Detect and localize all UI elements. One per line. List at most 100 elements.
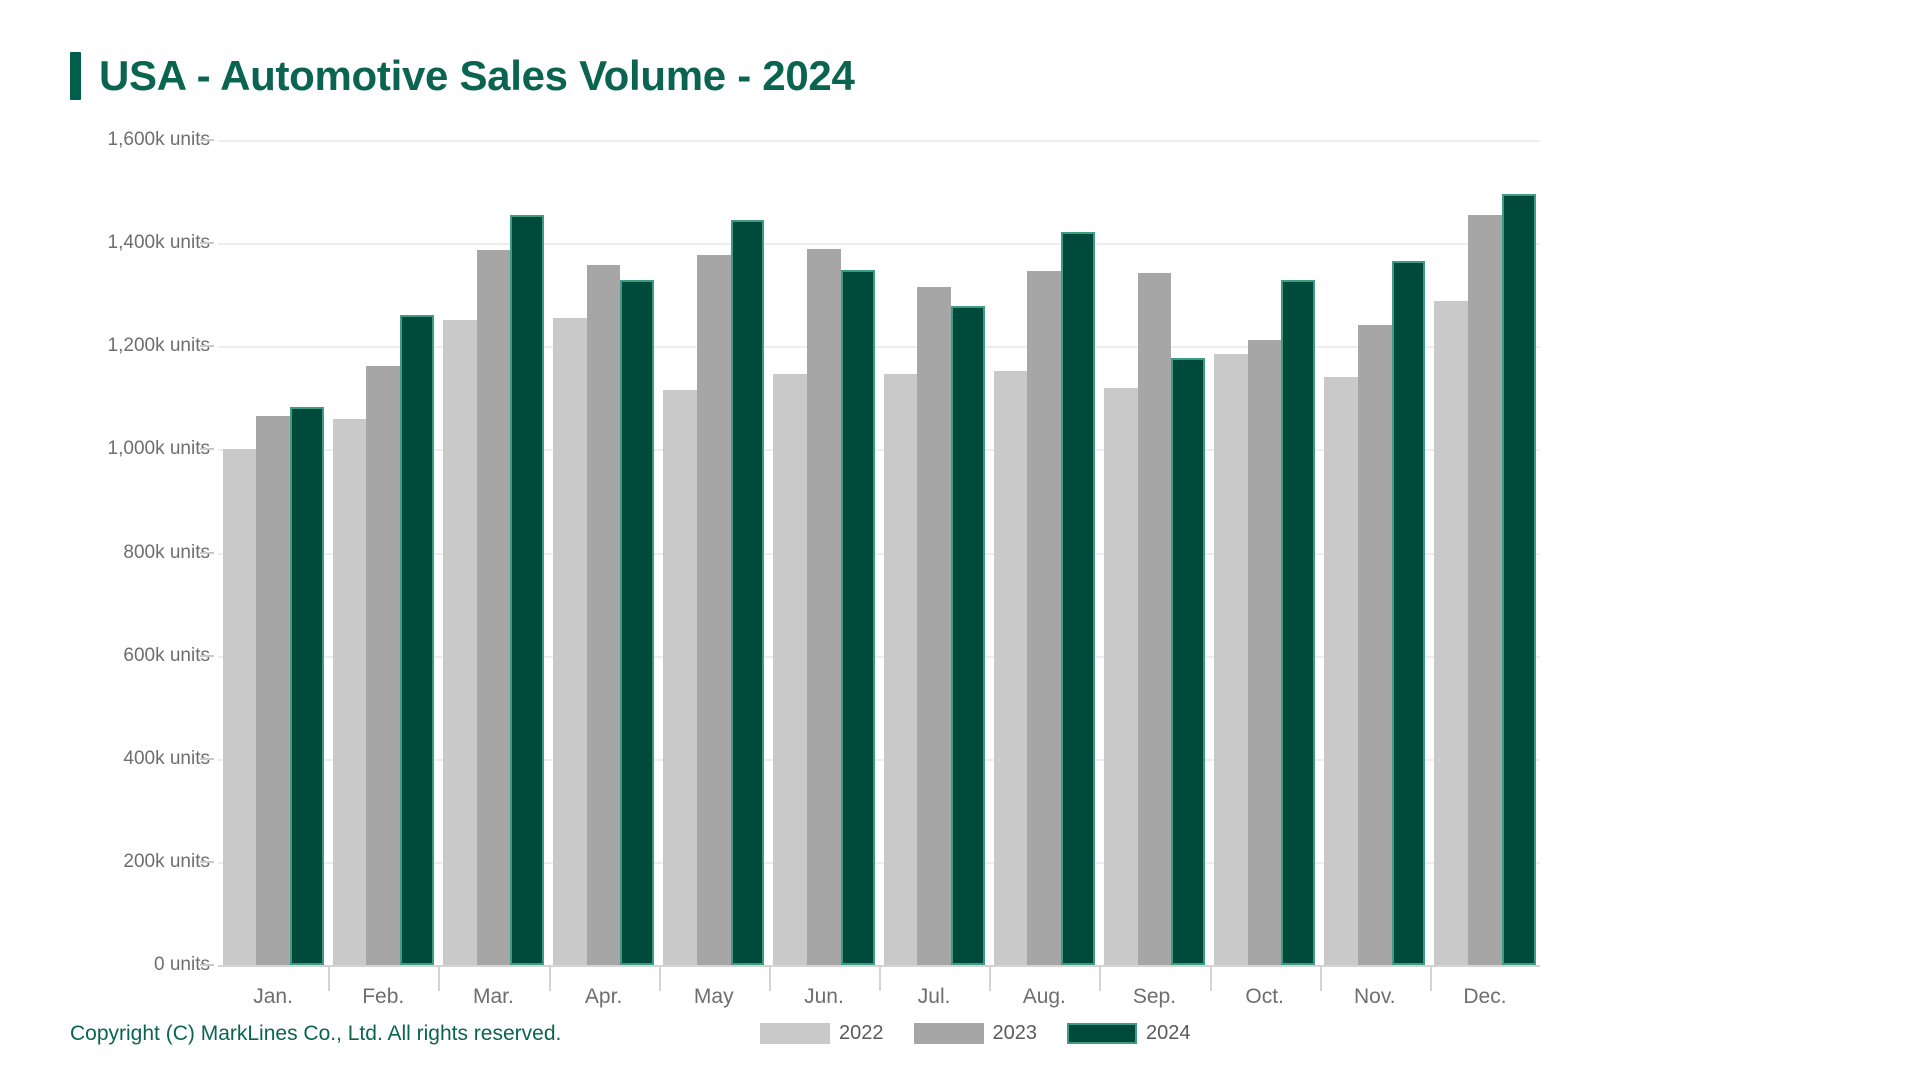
bar-2022[interactable] <box>993 371 1028 965</box>
legend-item-2024[interactable]: 2024 <box>1067 1022 1191 1045</box>
bar-2022[interactable] <box>1324 377 1358 965</box>
legend-item-2023[interactable]: 2023 <box>913 1022 1038 1045</box>
bar-2024[interactable] <box>510 214 544 965</box>
bar-2022[interactable] <box>1434 300 1469 965</box>
x-tick-label: Dec. <box>1463 985 1507 1008</box>
bar-group <box>548 140 659 991</box>
y-tick-label: 1,600k units <box>107 129 210 150</box>
x-axis-tick <box>879 965 882 991</box>
gridline <box>218 552 1540 555</box>
x-axis-tick <box>438 965 441 991</box>
bar-2023[interactable] <box>256 415 290 965</box>
x-axis-labels: Jan. Feb. Mar. Apr. May Jun. Jul. Aug. Sep. Oct. N… <box>218 985 1540 1009</box>
x-axis-tick <box>989 965 992 991</box>
y-tick-mark <box>200 448 214 451</box>
gridline <box>218 243 1540 246</box>
bar-2024[interactable] <box>950 306 985 965</box>
x-tick-label: May <box>693 985 734 1008</box>
plot-area <box>218 140 1540 991</box>
bar-2023[interactable] <box>476 249 511 965</box>
y-tick-mark <box>200 964 214 966</box>
bar-2023[interactable] <box>586 265 621 965</box>
y-tick-mark <box>200 139 214 141</box>
bar-2022[interactable] <box>222 449 257 965</box>
bar-2023[interactable] <box>807 249 841 965</box>
x-axis-tick <box>768 965 771 991</box>
legend-swatch-2023 <box>913 1023 984 1044</box>
x-axis-tick <box>1209 965 1212 991</box>
bar-2024[interactable] <box>730 219 765 965</box>
bar-2022[interactable] <box>553 317 587 965</box>
gridline <box>218 861 1540 864</box>
legend-item-2022[interactable]: 2022 <box>760 1022 884 1045</box>
bar-group <box>1319 140 1430 991</box>
bar-2023[interactable] <box>1357 324 1392 965</box>
x-axis-tick <box>328 965 331 991</box>
y-tick-label: 800k units <box>123 541 210 563</box>
bar-2024[interactable] <box>840 270 875 965</box>
bar-2024[interactable] <box>1281 280 1316 965</box>
x-tick-label: Sep. <box>1132 985 1177 1008</box>
bar-2024[interactable] <box>1061 231 1095 965</box>
bar-group <box>328 140 438 991</box>
bar-2022[interactable] <box>1214 353 1248 965</box>
bar-2022[interactable] <box>663 390 697 965</box>
y-tick-label: 0 units <box>154 954 210 975</box>
bar-2023[interactable] <box>917 286 951 965</box>
x-tick-label: Aug. <box>1022 985 1066 1008</box>
bar-2023[interactable] <box>1137 272 1172 965</box>
y-tick-mark <box>200 757 214 760</box>
bar-chart: 0 units 200k units 400k units 600k units 800… <box>0 129 1920 1008</box>
bar-group <box>1099 140 1209 991</box>
bar-group <box>218 140 328 965</box>
legend-swatch-2024 <box>1067 1023 1137 1044</box>
y-tick-label: 400k units <box>123 747 210 769</box>
bar-2023[interactable] <box>1247 340 1282 965</box>
bar-2023[interactable] <box>366 365 401 965</box>
title-text: USA - Automotive Sales Volume - 2024 <box>99 52 855 99</box>
page-title: USA - Automotive Sales Volume - 2024 <box>70 52 855 100</box>
bar-2024[interactable] <box>400 315 434 965</box>
bar-2023[interactable] <box>1468 214 1502 965</box>
gridline <box>218 965 1540 967</box>
y-tick-mark <box>200 345 214 348</box>
bar-2022[interactable] <box>883 373 918 965</box>
bar-2024[interactable] <box>620 280 655 965</box>
bar-2024[interactable] <box>1171 357 1206 965</box>
bar-group <box>879 140 989 991</box>
gridline <box>218 140 1540 142</box>
gridline <box>218 449 1540 452</box>
bar-group <box>658 140 769 991</box>
y-tick-label: 1,400k units <box>107 232 210 254</box>
legend-label-2022: 2022 <box>839 1022 884 1044</box>
x-axis-tick <box>1429 965 1432 991</box>
x-tick-label: Nov. <box>1353 985 1396 1008</box>
bar-2024[interactable] <box>1501 194 1536 965</box>
x-axis-tick <box>1319 965 1322 991</box>
x-tick-label: Apr. <box>584 985 623 1008</box>
y-tick-label: 600k units <box>123 644 210 666</box>
chart-legend: 2022 2023 2024 <box>760 1022 1207 1045</box>
x-tick-label: Jan. <box>253 985 293 1008</box>
bar-group <box>1429 140 1540 991</box>
y-tick-mark <box>200 860 214 863</box>
x-tick-label: Mar. <box>473 985 514 1008</box>
bar-group <box>768 140 879 991</box>
bar-2022[interactable] <box>1103 387 1138 965</box>
bar-2022[interactable] <box>442 320 477 965</box>
bar-2024[interactable] <box>289 407 324 965</box>
legend-label-2023: 2023 <box>992 1022 1038 1044</box>
bar-2024[interactable] <box>1391 261 1426 965</box>
gridline <box>218 346 1540 349</box>
bar-2022[interactable] <box>332 419 367 965</box>
bar-2023[interactable] <box>1027 271 1062 965</box>
bar-2022[interactable] <box>773 373 808 965</box>
bar-group <box>438 140 548 991</box>
bar-2023[interactable] <box>696 254 731 965</box>
y-tick-mark <box>200 551 214 554</box>
x-axis-tick <box>1099 965 1102 991</box>
gridline <box>218 655 1540 658</box>
x-axis-tick <box>658 965 661 991</box>
legend-swatch-2022 <box>760 1023 830 1044</box>
